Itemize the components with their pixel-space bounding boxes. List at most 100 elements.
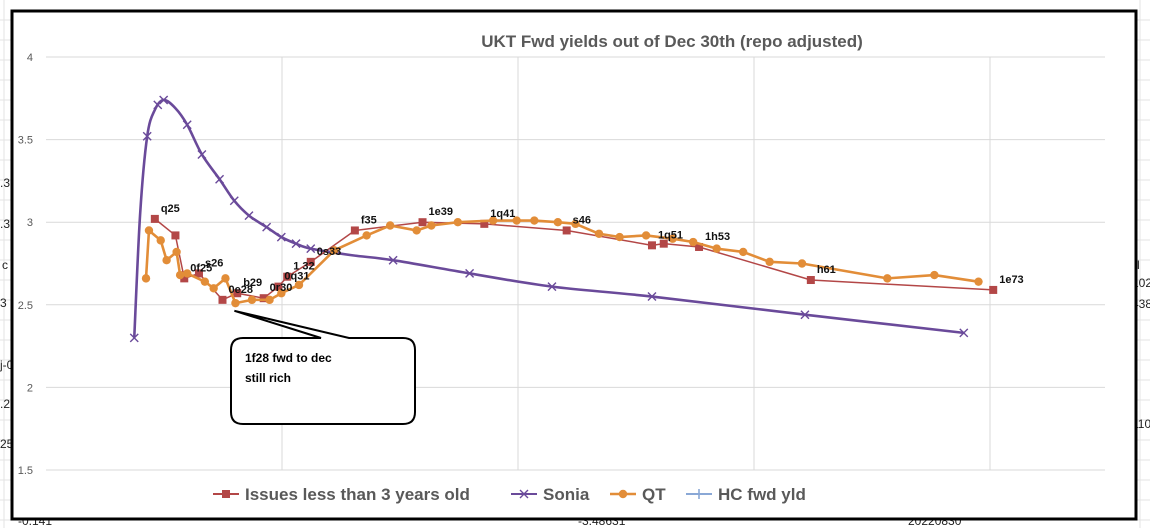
- data-point: [883, 274, 892, 283]
- data-point: [306, 257, 315, 266]
- data-point: [215, 174, 225, 184]
- point-label: 1q51: [658, 229, 683, 241]
- data-point: [412, 226, 421, 235]
- chart-frame: [10, 9, 1138, 521]
- point-label: h61: [817, 264, 836, 276]
- y-tick-label: 3.5: [18, 135, 33, 147]
- data-point: [247, 295, 257, 305]
- data-point: [427, 221, 436, 230]
- background-left-fragment: .3: [0, 217, 11, 231]
- data-point: [797, 259, 807, 268]
- data-point: [618, 489, 628, 499]
- background-left-fragment: c: [2, 258, 8, 272]
- data-point: [765, 257, 774, 267]
- data-point: [547, 282, 557, 292]
- data-point: [641, 231, 651, 240]
- data-point: [222, 490, 230, 498]
- background-left-fragment: 3: [0, 296, 7, 310]
- data-point: [291, 239, 301, 249]
- data-point: [738, 247, 748, 257]
- point-label: 1 32: [293, 261, 314, 273]
- data-point: [362, 231, 371, 240]
- data-point: [197, 149, 207, 159]
- point-label: s46: [573, 214, 591, 226]
- data-point: [974, 277, 983, 286]
- data-point: [519, 489, 529, 499]
- data-point: [294, 280, 304, 290]
- data-point: [200, 277, 210, 286]
- point-label: f35: [361, 214, 377, 226]
- y-tick-label: 3: [27, 217, 33, 229]
- data-point: [388, 255, 398, 265]
- legend-entry[interactable]: HC fwd yld: [686, 485, 806, 504]
- data-point: [330, 246, 339, 255]
- series-sonia: [129, 95, 969, 343]
- data-point: [959, 328, 969, 338]
- point-label: 0e28: [229, 284, 253, 296]
- data-point: [465, 268, 475, 278]
- data-point: [159, 95, 169, 105]
- data-point: [142, 131, 152, 141]
- data-point: [244, 211, 254, 221]
- data-point: [488, 216, 498, 225]
- annotation-text-line2: still rich: [245, 371, 291, 385]
- data-point: [571, 219, 580, 229]
- legend-entry[interactable]: Sonia: [511, 485, 590, 504]
- background-left-fragment: 25: [0, 437, 14, 451]
- data-point: [688, 237, 698, 247]
- data-point: [562, 226, 571, 235]
- legend-entry[interactable]: Issues less than 3 years old: [213, 485, 470, 504]
- data-point: [150, 214, 159, 223]
- data-point: [274, 282, 283, 291]
- data-point: [229, 196, 239, 206]
- background-left-fragment: .2: [0, 397, 11, 411]
- data-point: [209, 284, 218, 293]
- series-issues-less-than-3-years: [150, 214, 998, 304]
- data-point: [277, 289, 286, 298]
- data-point: [453, 218, 463, 227]
- data-point: [647, 241, 656, 250]
- point-label: 1e39: [429, 206, 453, 218]
- data-point: [283, 272, 292, 281]
- background-left-fragment: .3: [0, 176, 11, 190]
- data-point: [668, 234, 677, 243]
- series-qt: [141, 216, 983, 308]
- data-point: [276, 232, 286, 242]
- legend-label: QT: [642, 485, 666, 504]
- point-label: 0q31: [284, 271, 309, 283]
- y-tick-label: 4: [27, 52, 33, 64]
- legend-label: Issues less than 3 years old: [245, 485, 470, 504]
- data-point: [418, 218, 427, 227]
- data-point: [712, 244, 721, 253]
- point-label: 0r30: [270, 282, 293, 294]
- data-point: [800, 310, 810, 320]
- data-point: [144, 226, 154, 235]
- data-point: [194, 269, 203, 278]
- data-point: [180, 274, 189, 283]
- y-tick-label: 2.5: [18, 300, 33, 312]
- data-point: [350, 226, 359, 235]
- data-point: [262, 222, 272, 232]
- data-point: [156, 236, 165, 245]
- point-label: s26: [205, 257, 223, 269]
- data-point: [231, 298, 240, 308]
- annotation-text-line1: 1f28 fwd to dec: [245, 351, 332, 365]
- data-point: [233, 289, 242, 298]
- data-point: [694, 489, 704, 499]
- data-point: [171, 231, 180, 240]
- data-point: [512, 216, 521, 225]
- data-point: [172, 247, 181, 257]
- data-point: [218, 295, 227, 304]
- data-point: [162, 255, 171, 265]
- background-right-fragment: l: [1137, 258, 1140, 272]
- data-point: [647, 292, 657, 302]
- point-label: 0s33: [317, 246, 341, 258]
- data-point: [175, 270, 185, 280]
- y-tick-label: 2: [27, 382, 33, 394]
- data-point: [530, 216, 539, 225]
- legend-entry[interactable]: QT: [610, 485, 666, 504]
- legend-label: HC fwd yld: [718, 485, 806, 504]
- data-point: [221, 274, 230, 283]
- point-label: 1e73: [999, 274, 1023, 286]
